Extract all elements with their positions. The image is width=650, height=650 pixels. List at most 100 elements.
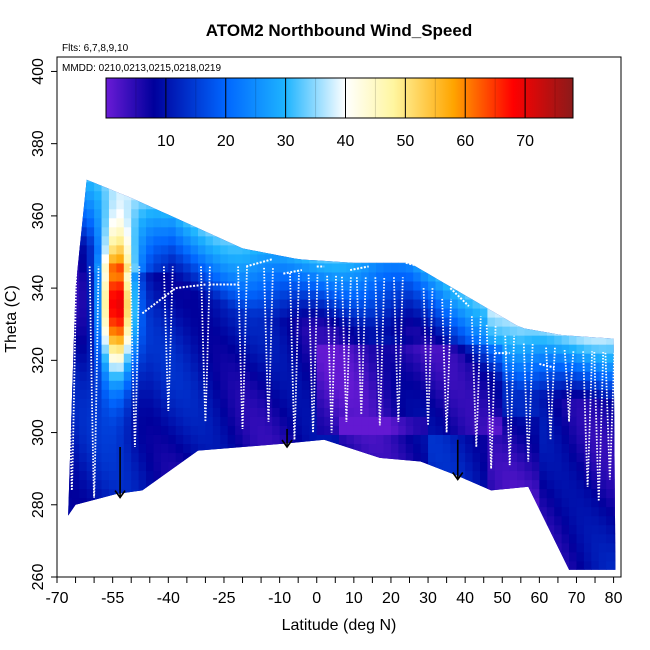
- wind-cell: [376, 244, 385, 255]
- wind-cell: [146, 425, 155, 435]
- wind-cell: [561, 317, 570, 327]
- colorbar-tick-label: 40: [337, 133, 355, 150]
- wind-cell: [108, 488, 117, 499]
- wind-cell: [509, 443, 518, 454]
- wind-cell: [212, 398, 221, 408]
- wind-cell: [524, 289, 533, 300]
- wind-cell: [502, 235, 511, 246]
- wind-cell: [583, 497, 592, 508]
- wind-cell: [249, 344, 258, 354]
- wind-cell: [242, 326, 251, 336]
- wind-cell: [190, 470, 199, 481]
- wind-cell: [138, 371, 147, 381]
- wind-cell: [517, 262, 526, 273]
- wind-cell: [279, 416, 288, 426]
- wind-cell: [79, 560, 88, 570]
- wind-cell: [116, 335, 125, 345]
- wind-cell: [86, 181, 95, 192]
- wind-cell: [198, 190, 207, 201]
- wind-cell: [146, 226, 155, 237]
- wind-cell: [108, 389, 117, 399]
- wind-cell: [190, 271, 199, 282]
- wind-cell: [583, 524, 592, 535]
- wind-cell: [183, 190, 192, 201]
- wind-cell: [554, 479, 563, 490]
- wind-cell: [554, 217, 563, 228]
- wind-cell: [309, 389, 318, 399]
- wind-cell: [428, 262, 437, 273]
- wind-cell: [576, 470, 585, 481]
- wind-cell: [502, 199, 511, 210]
- wind-cell: [487, 235, 496, 246]
- wind-cell: [583, 362, 592, 372]
- wind-cell: [153, 542, 162, 553]
- wind-cell: [465, 307, 474, 318]
- wind-cell: [146, 307, 155, 318]
- wind-cell: [465, 560, 474, 570]
- wind-cell: [606, 262, 615, 273]
- wind-cell: [353, 335, 362, 345]
- wind-cell: [428, 235, 437, 246]
- wind-cell: [198, 452, 207, 463]
- wind-cell: [420, 443, 429, 454]
- wind-cell: [71, 542, 80, 553]
- wind-cell: [361, 326, 370, 336]
- wind-cell: [398, 398, 407, 408]
- wind-cell: [86, 398, 95, 408]
- wind-cell: [502, 262, 511, 273]
- wind-cell: [279, 190, 288, 201]
- wind-cell: [546, 244, 555, 255]
- wind-cell: [331, 208, 340, 219]
- wind-cell: [168, 344, 177, 354]
- wind-cell: [420, 497, 429, 508]
- wind-cell: [71, 497, 80, 508]
- wind-cell: [205, 506, 214, 517]
- wind-cell: [405, 524, 414, 535]
- wind-cell: [175, 280, 184, 291]
- wind-cell: [227, 362, 236, 372]
- wind-cell: [108, 217, 117, 228]
- wind-cell: [138, 326, 147, 336]
- wind-cell: [324, 497, 333, 508]
- wind-cell: [390, 307, 399, 318]
- wind-cell: [101, 452, 110, 463]
- wind-cell: [339, 326, 348, 336]
- wind-cell: [168, 244, 177, 255]
- wind-cell: [316, 307, 325, 318]
- wind-cell: [101, 488, 110, 499]
- wind-cell: [405, 253, 414, 264]
- wind-cell: [487, 353, 496, 363]
- wind-cell: [383, 551, 392, 562]
- wind-cell: [242, 524, 251, 535]
- wind-cell: [301, 434, 310, 444]
- wind-cell: [168, 560, 177, 570]
- wind-cell: [301, 488, 310, 499]
- wind-cell: [279, 398, 288, 408]
- wind-cell: [86, 407, 95, 417]
- wind-cell: [235, 244, 244, 255]
- wind-cell: [480, 208, 489, 219]
- wind-cell: [465, 253, 474, 264]
- wind-cell: [494, 226, 503, 237]
- wind-cell: [361, 425, 370, 435]
- wind-cell: [591, 452, 600, 463]
- wind-cell: [324, 407, 333, 417]
- wind-cell: [68, 542, 73, 553]
- wind-cell: [116, 551, 125, 562]
- wind-cell: [591, 208, 600, 219]
- wind-cell: [457, 425, 466, 435]
- wind-cell: [316, 179, 325, 183]
- wind-cell: [235, 506, 244, 517]
- wind-cell: [509, 425, 518, 435]
- wind-cell: [324, 506, 333, 517]
- wind-cell: [183, 416, 192, 426]
- wind-cell: [457, 407, 466, 417]
- wind-cell: [613, 344, 616, 354]
- wind-cell: [324, 199, 333, 210]
- track-dive: [374, 277, 386, 426]
- wind-cell: [346, 226, 355, 237]
- wind-cell: [420, 253, 429, 264]
- wind-cell: [583, 335, 592, 345]
- wind-cell: [242, 353, 251, 363]
- wind-cell: [390, 262, 399, 273]
